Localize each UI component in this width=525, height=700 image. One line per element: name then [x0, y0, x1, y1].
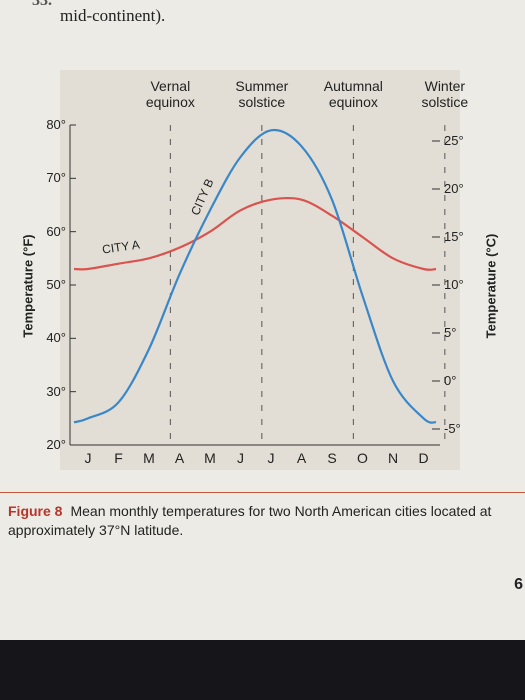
- y-right-tick-label: 15°: [444, 229, 464, 244]
- season-marker-label: Summer solstice: [217, 78, 307, 110]
- season-marker-label-line: solstice: [238, 94, 286, 110]
- season-marker-label-line: equinox: [328, 94, 378, 110]
- x-tick-label: J: [267, 450, 275, 466]
- season-marker-label: Winter solstice: [400, 78, 490, 110]
- x-tick-label: J: [84, 450, 92, 466]
- season-marker-label: Autumnal equinox: [308, 78, 398, 110]
- x-tick-label: O: [357, 450, 368, 466]
- figure-caption: Figure 8 Mean monthly temperatures for tw…: [8, 502, 518, 540]
- x-tick-label: M: [143, 450, 155, 466]
- season-marker-label-line: solstice: [421, 94, 469, 110]
- y-right-tick-label: -5°: [444, 421, 461, 436]
- textbook-page: 33. mid-continent). Vernal equinox Summer s…: [0, 0, 525, 640]
- y-left-tick-label: 70°: [46, 170, 66, 186]
- question-text: 33. mid-continent).: [32, 0, 166, 26]
- x-tick-label: F: [114, 450, 123, 466]
- season-marker-label: Vernal equinox: [125, 78, 215, 110]
- x-tick-label: J: [237, 450, 244, 466]
- y-left-tick-label: 80°: [46, 117, 66, 132]
- x-tick-label: D: [418, 450, 429, 466]
- figure-label: Figure 8: [8, 503, 63, 519]
- y-left-tick-label: 40°: [46, 330, 66, 346]
- x-tick-label: S: [327, 450, 337, 466]
- x-tick-label: N: [387, 450, 399, 466]
- temperature-chart: [69, 124, 446, 446]
- y-right-tick-label: 5°: [444, 325, 457, 340]
- x-tick-label: A: [296, 450, 307, 466]
- y-left-tick-label: 50°: [46, 277, 66, 292]
- season-marker-label-line: Autumnal: [323, 78, 383, 94]
- season-marker-label-line: Summer: [235, 78, 289, 94]
- y-axis-label-celsius: Temperature (°C): [483, 233, 499, 339]
- season-marker-label-line: equinox: [145, 94, 195, 110]
- page-edge-text: 6: [514, 576, 523, 593]
- question-fragment: mid-continent).: [60, 6, 166, 25]
- y-left-tick-label: 20°: [46, 437, 66, 452]
- y-left-tick-label: 60°: [46, 223, 66, 239]
- series-line-city-b: [73, 128, 437, 424]
- y-right-tick-label: 10°: [444, 277, 464, 292]
- question-number: 33.: [32, 0, 52, 9]
- y-axis-label-fahrenheit: Temperature (°F): [20, 234, 36, 338]
- caption-text: Mean monthly temperatures for two North …: [8, 503, 492, 538]
- y-right-tick-label: 25°: [444, 133, 464, 148]
- series-line-city-a: [73, 196, 437, 271]
- x-tick-label: M: [204, 450, 216, 466]
- y-right-tick-label: 20°: [444, 181, 464, 196]
- y-right-tick-label: 0°: [444, 373, 457, 388]
- caption-divider: [0, 492, 525, 493]
- x-tick-label: A: [174, 450, 185, 466]
- season-marker-label-line: Winter: [424, 78, 466, 94]
- y-left-tick-label: 30°: [46, 383, 66, 399]
- season-marker-label-line: Vernal: [150, 78, 191, 94]
- background-surface: [0, 640, 525, 700]
